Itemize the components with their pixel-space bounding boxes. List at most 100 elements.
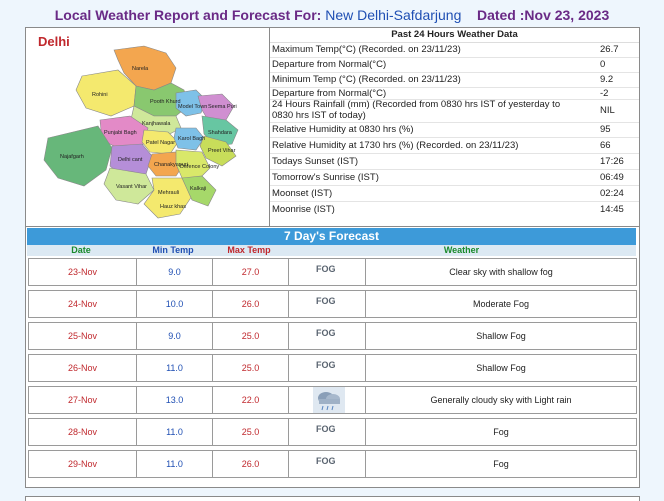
past-row-label: Moonset (IST) (272, 188, 333, 199)
label-narela: Narela (132, 66, 149, 72)
district-najafgarh (43, 125, 113, 187)
header-date: Date (71, 245, 91, 255)
label-kalkaji: Kalkaji (190, 186, 206, 192)
past-row-label: 24 Hours Rainfall (mm) (Recorded from 08… (272, 99, 561, 121)
forecast-min-temp: 11.0 (137, 419, 213, 445)
forecast-min-temp: 11.0 (137, 355, 213, 381)
label-patel-nagar: Patel Nagar (146, 140, 175, 146)
past-row-value: 02:24 (600, 188, 624, 199)
past-row-value: NIL (600, 105, 615, 116)
past-row: Relative Humidity at 0830 hrs (%) 95 (270, 123, 639, 138)
forecast-icon-cell: FOG (289, 419, 366, 445)
map-title: Delhi (38, 34, 70, 49)
forecast-icon-cell (289, 387, 366, 413)
forecast-icon-cell: FOG (289, 291, 366, 317)
past-row: Moonset (IST) 02:24 (270, 186, 639, 202)
past-row-value: 95 (600, 124, 611, 135)
past-row-value: 06:49 (600, 172, 624, 183)
past-row-label: Relative Humidity at 0830 hrs (%) (272, 124, 414, 135)
past-row: Departure from Normal(°C) -2 (270, 88, 639, 100)
forecast-date: 28-Nov (29, 419, 137, 445)
past-row: Relative Humidity at 1730 hrs (%) (Recor… (270, 138, 639, 154)
district-preet-vihar (199, 135, 237, 167)
forecast-weather: Generally cloudy sky with Light rain (430, 395, 572, 405)
past-row-label: Relative Humidity at 1730 hrs (%) (Recor… (272, 140, 519, 151)
past-row-label: Departure from Normal(°C) (272, 59, 387, 70)
forecast-icon-cell: FOG (289, 451, 366, 477)
forecast-icon-cell: FOG (289, 259, 366, 285)
past-row-value: 26.7 (600, 44, 619, 55)
forecast-row: 28-Nov 11.0 25.0 FOG Fog (28, 418, 637, 446)
forecast-date: 27-Nov (29, 387, 137, 413)
label-delhi-cant: Delhi cant (118, 157, 143, 163)
forecast-weather: Shallow Fog (476, 363, 526, 373)
fog-icon: FOG (316, 264, 336, 274)
past-row-value: 9.2 (600, 74, 614, 85)
forecast-max-temp: 26.0 (213, 291, 289, 317)
forecast-min-temp: 11.0 (137, 451, 213, 477)
past-row: Todays Sunset (IST) 17:26 (270, 154, 639, 170)
forecast-row: 23-Nov 9.0 27.0 FOG Clear sky with shallow f… (28, 258, 637, 286)
past-row-label: Todays Sunset (IST) (272, 156, 359, 167)
past-24h-table: Past 24 Hours Weather Data Maximum Temp(… (270, 28, 639, 217)
footer-panel (25, 496, 640, 501)
label-defence-colony: Defence Colony (180, 164, 219, 170)
report-date: Dated :Nov 23, 2023 (476, 7, 610, 23)
forecast-max-temp: 25.0 (213, 323, 289, 349)
report-title: Local Weather Report and Forecast For: (54, 7, 322, 23)
label-najafgarh: Najafgarh (60, 154, 84, 160)
current-panel: Delhi (25, 27, 640, 227)
delhi-district-map: Delhi (38, 34, 239, 219)
header-weather: Weather (443, 245, 480, 255)
forecast-row: 29-Nov 11.0 26.0 FOG Fog (28, 450, 637, 478)
forecast-max-temp: 26.0 (213, 451, 289, 477)
past-row: 24 Hours Rainfall (mm) (Recorded from 08… (270, 99, 639, 123)
forecast-weather: Moderate Fog (472, 299, 530, 309)
past-row: Minimum Temp (°C) (Recorded. on 23/11/23… (270, 73, 639, 88)
district-vasant-vihar (103, 167, 155, 205)
forecast-weather: Fog (493, 427, 509, 437)
page-header: Local Weather Report and Forecast For: N… (0, 7, 664, 23)
forecast-weather: Fog (493, 459, 509, 469)
forecast-max-temp: 25.0 (213, 419, 289, 445)
past-row-value: 14:45 (600, 204, 624, 215)
fog-icon: FOG (316, 328, 336, 338)
past-row-label: Moonrise (IST) (272, 204, 335, 215)
forecast-row: 26-Nov 11.0 25.0 FOG Shallow Fog (28, 354, 637, 382)
forecast-max-temp: 22.0 (213, 387, 289, 413)
past-row-value: 66 (600, 140, 611, 151)
forecast-weather: Clear sky with shallow fog (449, 267, 553, 277)
station-name[interactable]: New Delhi-Safdarjung (325, 7, 462, 23)
past-row: Departure from Normal(°C) 0 (270, 58, 639, 73)
label-chanakyapuri: Chanakyapuri (154, 162, 188, 168)
forecast-date: 25-Nov (29, 323, 137, 349)
label-kanjhawala: Kanjhawala (142, 121, 171, 127)
forecast-date: 23-Nov (29, 259, 137, 285)
label-rohini: Rohini (92, 92, 108, 98)
label-seema-puri: Seema Puri (208, 104, 237, 110)
forecast-min-temp: 13.0 (137, 387, 213, 413)
past-row-value: -2 (600, 88, 609, 99)
past-row: Maximum Temp(°C) (Recorded. on 23/11/23)… (270, 43, 639, 58)
label-vasant-vihar: Vasant Vihar (116, 184, 147, 190)
past-row-value: 0 (600, 59, 606, 70)
label-punjabi-bagh: Punjabi Bagh (104, 130, 137, 136)
forecast-table: 7 Day's Forecast Date Min Temp Max Temp … (25, 226, 640, 488)
label-mehrauli: Mehrauli (158, 190, 179, 196)
district-rohini (75, 69, 137, 117)
fog-icon: FOG (316, 456, 336, 466)
fog-icon: FOG (316, 424, 336, 434)
forecast-date: 29-Nov (29, 451, 137, 477)
forecast-header: Date Min Temp Max Temp Weather (27, 245, 636, 256)
forecast-max-temp: 27.0 (213, 259, 289, 285)
forecast-row: 24-Nov 10.0 26.0 FOG Moderate Fog (28, 290, 637, 318)
past-row-label: Tomorrow's Sunrise (IST) (272, 172, 379, 183)
forecast-min-temp: 9.0 (137, 323, 213, 349)
fog-icon: FOG (316, 360, 336, 370)
past-row: Tomorrow's Sunrise (IST) 06:49 (270, 170, 639, 186)
forecast-weather: Shallow Fog (476, 331, 526, 341)
delhi-map: Delhi (26, 28, 270, 226)
label-karol-bagh: Karol Bagh (178, 136, 205, 142)
label-hauz-khas: Hauz khas (160, 204, 186, 210)
past-row-label: Departure from Normal(°C) (272, 88, 387, 99)
